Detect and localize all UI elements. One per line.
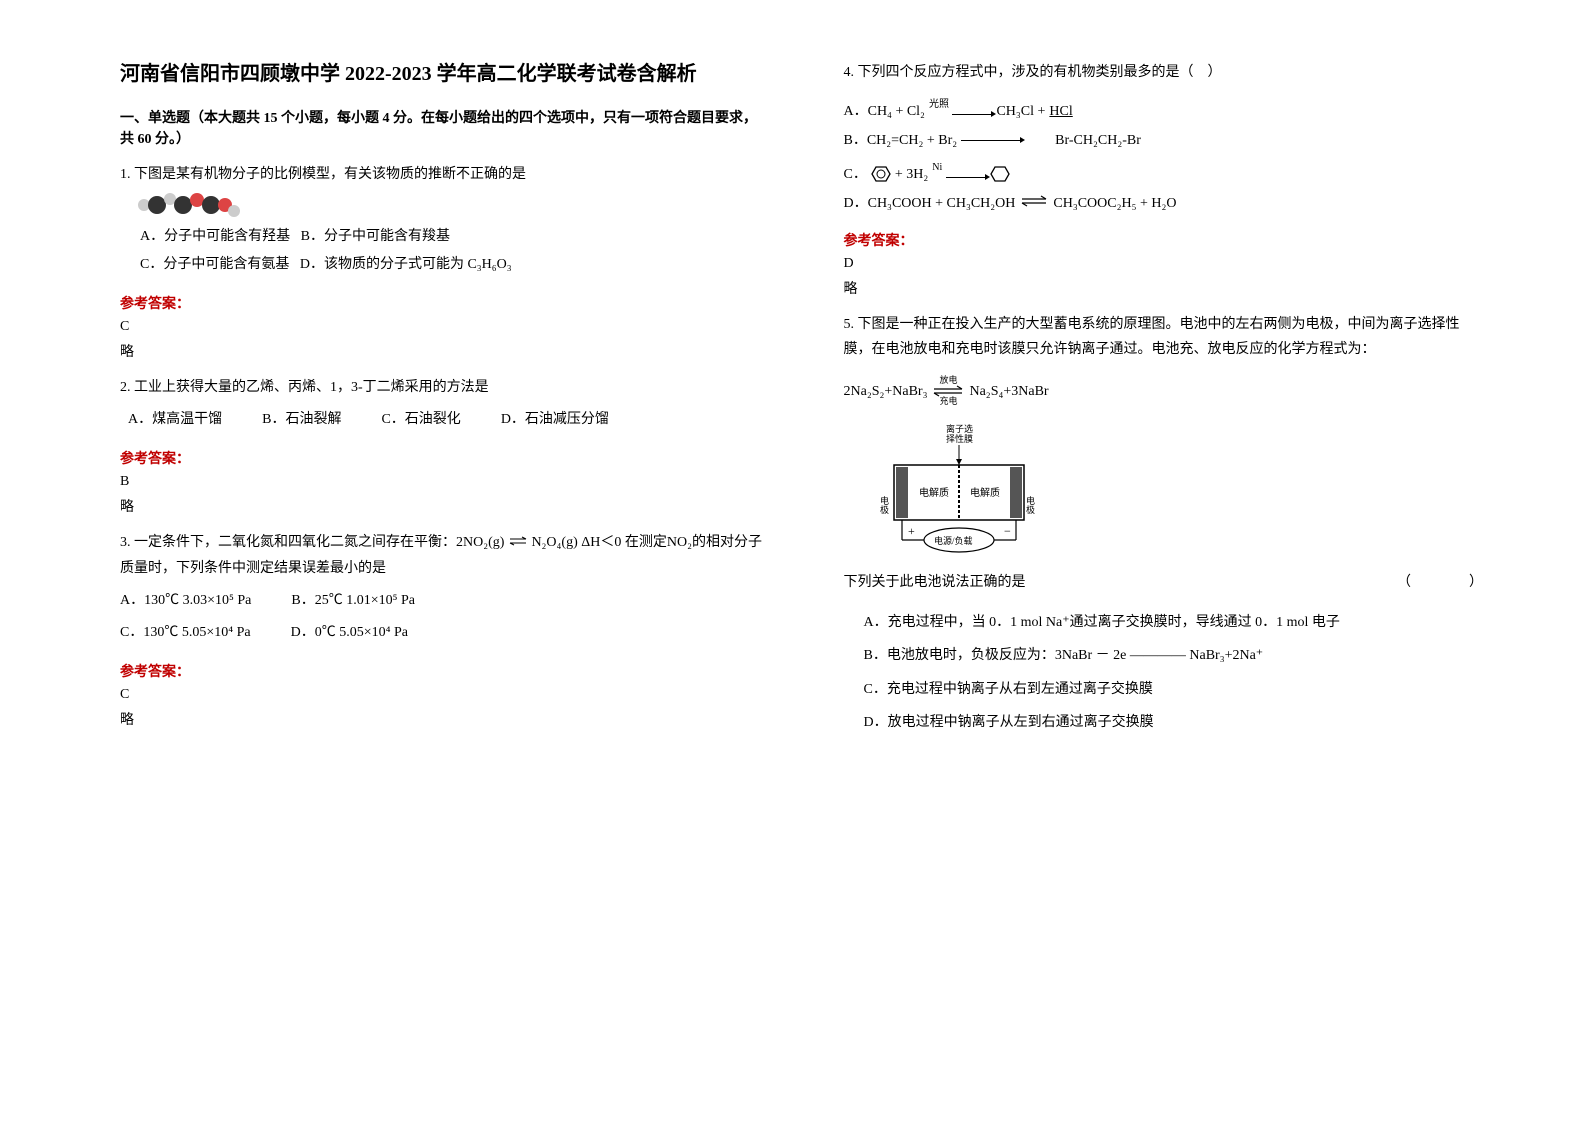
right-column: 4. 下列四个反应方程式中，涉及的有机物类别最多的是（ ） A．CH₄ + Cl… [804, 60, 1508, 1082]
q1-optA: A．分子中可能含有羟基 [140, 229, 290, 244]
q2-note: 略 [120, 496, 764, 516]
q4-answer: D [844, 256, 1488, 272]
q1-note: 略 [120, 341, 764, 361]
page-title: 河南省信阳市四顾墩中学 2022-2023 学年高二化学联考试卷含解析 [120, 60, 764, 88]
q5-stem: 5. 下图是一种正在投入生产的大型蓄电系统的原理图。电池中的左右两侧为电极，中间… [844, 312, 1488, 362]
battery-diagram: 离子选 择性膜 电解质 电解质 电极 电极 电源/负载 + − [874, 420, 1488, 560]
q2-optC: C．石油裂化 [381, 406, 460, 434]
q1-optD: D．该物质的分子式可能为 C₃H₆O₃ [300, 257, 512, 272]
question-1: 1. 下图是某有机物分子的比例模型，有关该物质的推断不正确的是 A．分子中可能含… [120, 162, 764, 279]
q5-substem: 下列关于此电池说法正确的是 （ ） [844, 570, 1488, 595]
svg-text:择性膜: 择性膜 [946, 433, 973, 444]
electrode-left-label: 电极 [879, 495, 889, 515]
equilibrium-arrow-icon [508, 536, 528, 546]
answer-label: 参考答案： [120, 448, 764, 468]
question-4: 4. 下列四个反应方程式中，涉及的有机物类别最多的是（ ） A．CH₄ + Cl… [844, 60, 1488, 216]
q1-answer: C [120, 319, 764, 335]
answer-label: 参考答案： [120, 293, 764, 313]
q5-optA: A．充电过程中，当 0．1 mol Na⁺通过离子交换膜时，导线通过 0．1 m… [864, 606, 1488, 640]
question-2: 2. 工业上获得大量的乙烯、丙烯、1，3-丁二烯采用的方法是 A．煤高温干馏 B… [120, 375, 764, 434]
q3-optC: C．130℃ 5.05×10⁴ Pa [120, 619, 251, 647]
q1-optB: B．分子中可能含有羧基 [301, 229, 450, 244]
q5-optD: D．放电过程中钠离子从左到右通过离子交换膜 [864, 706, 1488, 740]
q2-options: A．煤高温干馏 B．石油裂解 C．石油裂化 D．石油减压分馏 [120, 406, 764, 434]
q2-optD: D．石油减压分馏 [501, 406, 609, 434]
electrode-right-label: 电极 [1025, 495, 1035, 515]
q4-optD: D．CH₃COOH + CH₃CH₂OH CH₃COOC₂H₅ + H₂O [844, 191, 1488, 216]
q2-answer: B [120, 474, 764, 490]
q2-optB: B．石油裂解 [262, 406, 341, 434]
q2-stem: 2. 工业上获得大量的乙烯、丙烯、1，3-丁二烯采用的方法是 [120, 375, 764, 400]
q1-optC: C．分子中可能含有氨基 [140, 257, 289, 272]
q3-options: A．130℃ 3.03×10⁵ Pa B．25℃ 1.01×10⁵ Pa C．1… [120, 587, 764, 647]
q3-optB: B．25℃ 1.01×10⁵ Pa [291, 587, 415, 615]
q4-stem: 4. 下列四个反应方程式中，涉及的有机物类别最多的是（ ） [844, 60, 1488, 85]
q2-optA: A．煤高温干馏 [128, 406, 222, 434]
question-5: 5. 下图是一种正在投入生产的大型蓄电系统的原理图。电池中的左右两侧为电极，中间… [844, 312, 1488, 740]
cyclohexane-icon [990, 165, 1010, 183]
question-3: 3. 一定条件下，二氧化氮和四氧化二氮之间存在平衡：2NO₂(g) N₂O₄(g… [120, 530, 764, 646]
electrolyte-left-label: 电解质 [919, 486, 949, 499]
electrolyte-right-label: 电解质 [970, 486, 1000, 499]
q3-answer: C [120, 687, 764, 703]
q5-options: A．充电过程中，当 0．1 mol Na⁺通过离子交换膜时，导线通过 0．1 m… [844, 606, 1488, 740]
q1-options: A．分子中可能含有羟基 B．分子中可能含有羧基 C．分子中可能含有氨基 D．该物… [120, 223, 764, 279]
q4-optA: A．CH₄ + Cl₂ 光照 CH₃Cl + HCl [844, 99, 1488, 124]
q5-equation: 2Na₂S₂+NaBr₃ 放电 充电 Na₂S₄+3NaBr [844, 376, 1488, 406]
q4-optC: C． + 3H₂ Ni [844, 162, 1488, 187]
equilibrium-arrow-icon [1019, 195, 1049, 207]
reaction-arrow-icon [946, 177, 986, 178]
q3-stem: 3. 一定条件下，二氧化氮和四氧化二氮之间存在平衡：2NO₂(g) N₂O₄(g… [120, 530, 764, 580]
q5-optB: B．电池放电时，负极反应为：3NaBr － 2e ———— NaBr₃+2Na⁺ [864, 639, 1488, 673]
answer-label: 参考答案： [120, 661, 764, 681]
svg-text:+: + [908, 524, 915, 538]
answer-label: 参考答案： [844, 230, 1488, 250]
q4-note: 略 [844, 278, 1488, 298]
q4-options: A．CH₄ + Cl₂ 光照 CH₃Cl + HCl B．CH₂=CH₂ + B… [844, 99, 1488, 216]
benzene-ring-icon [871, 165, 891, 183]
q1-stem: 1. 下图是某有机物分子的比例模型，有关该物质的推断不正确的是 [120, 162, 764, 187]
q4-optB: B．CH₂=CH₂ + Br₂ Br-CH₂CH₂-Br [844, 128, 1488, 153]
reaction-arrow-icon [952, 114, 992, 115]
molecule-model-icon [140, 195, 764, 215]
section-header: 一、单选题（本大题共 15 个小题，每小题 4 分。在每小题给出的四个选项中，只… [120, 108, 764, 150]
left-column: 河南省信阳市四顾墩中学 2022-2023 学年高二化学联考试卷含解析 一、单选… [100, 60, 804, 1082]
q5-optC: C．充电过程中钠离子从右到左通过离子交换膜 [864, 673, 1488, 707]
q3-optA: A．130℃ 3.03×10⁵ Pa [120, 587, 251, 615]
power-load-label: 电源/负载 [934, 535, 973, 546]
reaction-arrow-icon [961, 140, 1021, 141]
q3-note: 略 [120, 709, 764, 729]
membrane-label: 离子选 [946, 423, 973, 434]
q3-optD: D．0℃ 5.05×10⁴ Pa [291, 619, 408, 647]
svg-text:−: − [1004, 524, 1011, 538]
